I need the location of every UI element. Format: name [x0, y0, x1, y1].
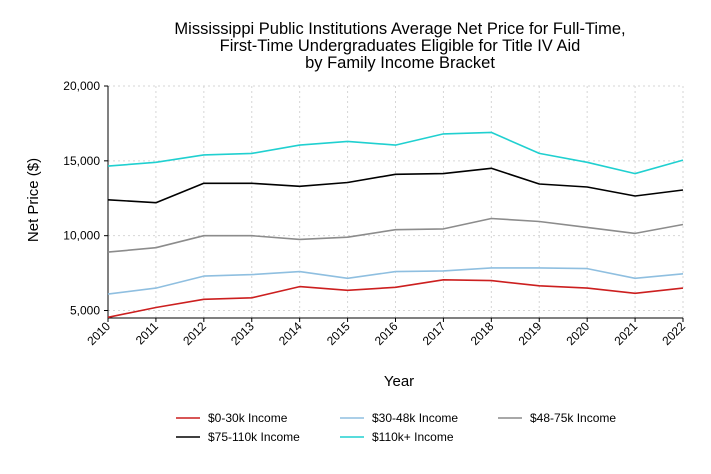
series-line-2 — [107, 217, 684, 253]
y-tick-labels: 5,000 10,000 15,000 20,000 — [63, 79, 108, 318]
y-axis-title: Net Price ($) — [25, 158, 42, 242]
y-tick-label: 5,000 — [70, 304, 100, 318]
grid-lines — [107, 85, 684, 318]
legend-label: $30-48k Income — [372, 411, 458, 425]
legend-label: $0-30k Income — [208, 411, 288, 425]
x-tick-label: 2013 — [228, 319, 257, 348]
chart-title-line: First-Time Undergraduates Eligible for T… — [220, 37, 581, 55]
series-line-3 — [107, 167, 684, 204]
chart-title-line: Mississippi Public Institutions Average … — [174, 20, 625, 38]
x-tick-labels: 2010 2011 2012 2013 2014 2015 2016 2017 2018 2019… — [84, 318, 688, 348]
x-tick-label: 2015 — [324, 319, 353, 348]
series-line-4 — [107, 131, 684, 175]
y-tick-label: 10,000 — [63, 229, 100, 243]
x-tick-label: 2017 — [420, 319, 449, 348]
x-tick-label: 2018 — [468, 319, 497, 348]
x-tick-label: 2010 — [84, 319, 113, 348]
x-tick-label: 2019 — [516, 319, 545, 348]
legend: $0-30k Income $30-48k Income $48-75k Incom… — [176, 411, 616, 444]
x-tick-label: 2021 — [611, 319, 640, 348]
x-tick-label: 2020 — [564, 319, 593, 348]
x-tick-label: 2011 — [133, 319, 161, 347]
series-line-1 — [107, 267, 684, 295]
series-lines — [107, 131, 684, 319]
chart-title-line: by Family Income Bracket — [305, 54, 495, 72]
x-axis-title: Year — [384, 373, 414, 390]
y-tick-label: 15,000 — [63, 154, 100, 168]
legend-label: $75-110k Income — [208, 430, 300, 444]
x-tick-label: 2022 — [659, 319, 688, 348]
legend-label: $48-75k Income — [530, 411, 616, 425]
y-tick-label: 20,000 — [63, 79, 100, 93]
series-line-0 — [107, 278, 684, 319]
x-tick-label: 2016 — [372, 319, 401, 348]
chart-title: Mississippi Public Institutions Average … — [174, 20, 625, 72]
legend-label: $110k+ Income — [372, 430, 454, 444]
x-tick-label: 2012 — [180, 319, 209, 348]
x-tick-label: 2014 — [276, 319, 305, 348]
